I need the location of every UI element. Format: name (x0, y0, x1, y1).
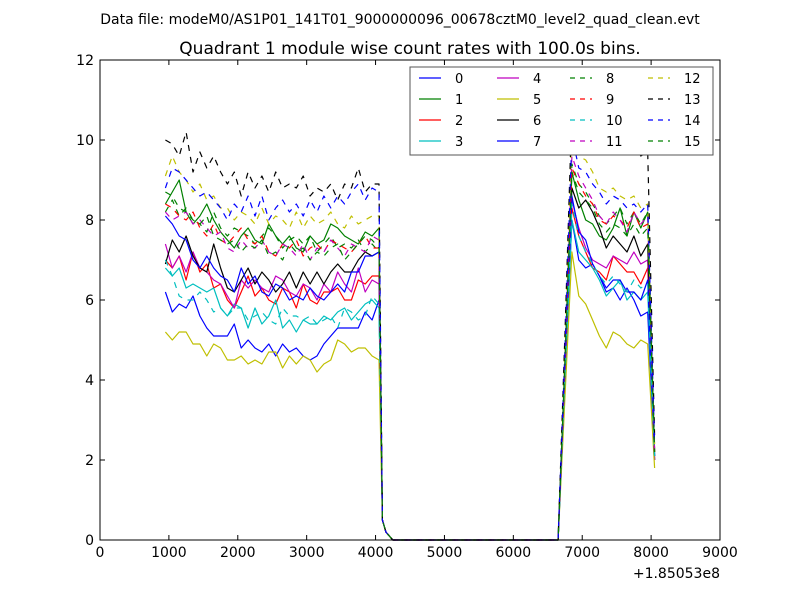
legend-label-5: 5 (533, 93, 541, 108)
series-line-2 (164, 207, 656, 541)
x-tick-label: 2000 (220, 545, 256, 561)
series-line-3 (164, 219, 656, 541)
x-offset-label: +1.85053e8 (633, 566, 720, 582)
x-tick-label: 5000 (427, 545, 463, 561)
x-tick-label: 0 (96, 545, 105, 561)
y-tick-label: 12 (76, 53, 94, 69)
legend-label-1: 1 (455, 93, 463, 108)
series-line-5 (164, 251, 656, 541)
legend-label-3: 3 (455, 135, 463, 150)
legend-label-7: 7 (533, 135, 541, 150)
legend-label-15: 15 (684, 135, 701, 150)
legend-label-14: 14 (684, 114, 701, 129)
y-tick-label: 10 (76, 133, 94, 149)
series-line-12 (164, 123, 656, 541)
y-tick-label: 6 (85, 293, 94, 309)
series-line-4 (164, 199, 656, 541)
series-line-15 (165, 171, 656, 541)
legend-label-10: 10 (606, 114, 623, 129)
y-tick-label: 4 (85, 373, 94, 389)
chart-title: Quadrant 1 module wise count rates with … (179, 39, 640, 59)
legend-label-8: 8 (606, 72, 614, 87)
y-tick-label: 8 (85, 213, 94, 229)
series-line-9 (165, 167, 656, 541)
series-line-10 (164, 203, 656, 541)
x-tick-label: 3000 (289, 545, 325, 561)
series-line-1 (164, 171, 656, 541)
ticks-layer: 0 1000 2000 3000 4000 5000 6000 7000 8000 9000 0 2 4… (76, 53, 738, 561)
x-tick-label: 9000 (702, 545, 738, 561)
legend-label-9: 9 (606, 93, 614, 108)
series-line-0 (164, 219, 656, 541)
series-line-11 (164, 155, 656, 541)
x-tick-label: 8000 (633, 545, 669, 561)
y-tick-label: 2 (85, 453, 94, 469)
legend-box (409, 66, 714, 156)
legend-label-12: 12 (684, 72, 701, 87)
legend-label-6: 6 (533, 114, 541, 129)
y-tick-label: 0 (85, 533, 94, 549)
plot-layer (164, 107, 656, 541)
x-tick-label: 7000 (564, 545, 600, 561)
legend-label-13: 13 (684, 93, 701, 108)
x-tick-label: 4000 (358, 545, 394, 561)
series-line-6 (164, 187, 656, 541)
series-line-8 (164, 163, 656, 541)
legend-label-0: 0 (455, 72, 463, 87)
legend-label-4: 4 (533, 72, 541, 87)
chart-suptitle: Data file: modeM0/AS1P01_141T01_90000000… (100, 12, 700, 28)
legend-label-2: 2 (455, 114, 463, 129)
x-tick-label: 6000 (496, 545, 532, 561)
x-tick-label: 1000 (151, 545, 187, 561)
series-line-13 (165, 107, 656, 541)
legend-label-11: 11 (606, 135, 623, 150)
